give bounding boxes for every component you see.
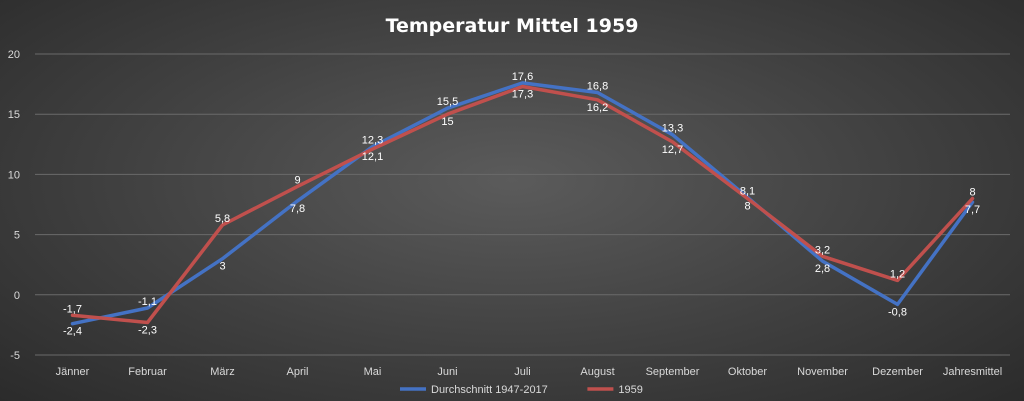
- x-tick-label: Jänner: [56, 366, 90, 378]
- data-label: -0,8: [888, 306, 907, 318]
- data-label: 7,7: [965, 204, 980, 216]
- y-tick-label: 5: [14, 230, 20, 242]
- data-label: 9: [294, 174, 300, 186]
- x-tick-label: August: [580, 366, 614, 378]
- data-label: 13,3: [662, 123, 683, 135]
- data-label: 17,3: [512, 89, 533, 101]
- data-label: 12,1: [362, 151, 383, 163]
- y-tick-label: 20: [8, 49, 20, 61]
- x-axis-ticks: Jänner Februar März April Mai Juni Juli August S…: [56, 366, 1002, 378]
- x-tick-label: Juli: [514, 366, 531, 378]
- data-label: 8,1: [740, 185, 755, 197]
- data-label: 16,2: [587, 102, 608, 114]
- data-label: 12,3: [362, 135, 383, 147]
- x-tick-label: Oktober: [728, 366, 767, 378]
- gridlines: [35, 53, 1010, 356]
- data-label: 3: [219, 261, 225, 273]
- data-label: 16,8: [587, 81, 608, 93]
- data-label: 15: [441, 116, 453, 128]
- data-label: 12,7: [662, 144, 683, 156]
- series-lines: [70, 81, 975, 326]
- x-tick-label: Juni: [437, 366, 457, 378]
- data-label: 15,5: [437, 96, 458, 108]
- data-label: 8: [744, 200, 750, 212]
- chart-title: Temperatur Mittel 1959: [386, 15, 639, 37]
- x-tick-label: Mai: [364, 366, 382, 378]
- x-tick-label: Februar: [128, 366, 167, 378]
- data-label: 7,8: [290, 203, 305, 215]
- y-axis-ticks: -5 0 5 10 15 20: [8, 49, 20, 362]
- x-tick-label: April: [286, 366, 308, 378]
- data-label: -2,3: [138, 324, 157, 336]
- legend: Durchschnitt 1947-2017 1959: [400, 384, 643, 396]
- data-label: 5,8: [215, 213, 230, 225]
- x-tick-label: Jahresmittel: [943, 366, 1002, 378]
- y-tick-label: -5: [10, 350, 20, 362]
- x-tick-label: September: [646, 366, 700, 378]
- series-line-average: [70, 81, 975, 326]
- legend-label: 1959: [618, 384, 642, 396]
- y-tick-label: 10: [8, 169, 20, 181]
- x-tick-label: März: [210, 366, 234, 378]
- data-labels: -2,4 -1,1 3 7,8 12,3 15,5 17,6 16,8 13,3 8,1 2,8 -0…: [63, 71, 980, 338]
- data-label: 1,2: [890, 268, 905, 280]
- data-label: -1,1: [138, 296, 157, 308]
- legend-label: Durchschnitt 1947-2017: [431, 384, 548, 396]
- series-line-1959: [70, 84, 975, 325]
- x-tick-label: November: [797, 366, 848, 378]
- data-label: 17,6: [512, 71, 533, 83]
- y-tick-label: 15: [8, 109, 20, 121]
- x-tick-label: Dezember: [872, 366, 923, 378]
- data-label: -2,4: [63, 326, 82, 338]
- data-label: 8: [969, 186, 975, 198]
- y-tick-label: 0: [14, 290, 20, 302]
- data-label: 3,2: [815, 244, 830, 256]
- data-label: 2,8: [815, 263, 830, 275]
- data-label: -1,7: [63, 303, 82, 315]
